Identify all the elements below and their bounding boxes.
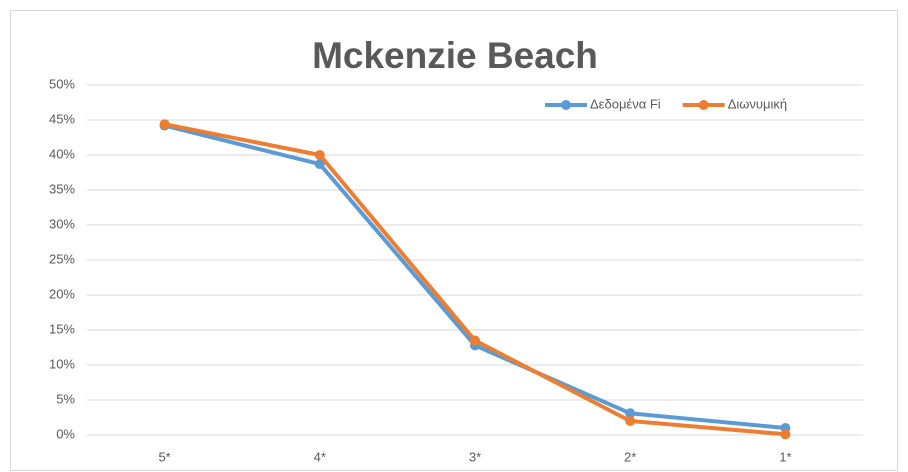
legend-label: Δεδομένα Fi	[590, 96, 661, 111]
y-tick-label: 30%	[49, 216, 75, 231]
chart-frame	[10, 10, 898, 471]
data-point	[314, 150, 325, 160]
x-tick-label: 2*	[624, 449, 636, 464]
x-tick-label: 5*	[158, 449, 170, 464]
y-tick-label: 15%	[49, 321, 75, 336]
data-point	[625, 408, 636, 419]
y-tick-label: 45%	[49, 111, 75, 126]
y-tick-label: 5%	[56, 391, 75, 406]
x-tick-label: 4*	[314, 449, 326, 464]
legend-marker	[561, 100, 571, 110]
x-tick-label: 1*	[779, 449, 791, 464]
y-tick-label: 0%	[56, 426, 75, 441]
legend-label: Διωνυμική	[728, 96, 787, 111]
data-point	[159, 119, 170, 130]
y-tick-label: 20%	[49, 286, 75, 301]
y-tick-label: 40%	[49, 146, 75, 161]
legend-marker	[698, 100, 709, 110]
data-point	[625, 416, 636, 426]
data-point	[780, 429, 791, 440]
y-tick-label: 35%	[49, 181, 75, 196]
data-point	[314, 159, 325, 170]
y-tick-label: 50%	[49, 76, 75, 91]
chart-title: Mckenzie Beach	[312, 35, 598, 76]
y-tick-label: 25%	[49, 251, 75, 266]
data-point	[470, 335, 480, 346]
y-tick-label: 10%	[49, 356, 75, 371]
x-tick-label: 3*	[469, 449, 481, 464]
